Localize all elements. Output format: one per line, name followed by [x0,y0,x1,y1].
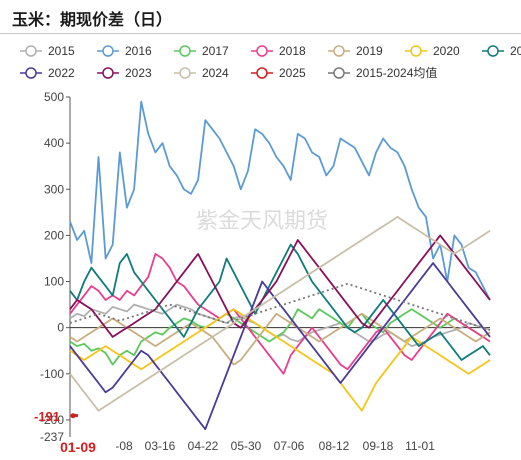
legend-item-2025[interactable]: 2025 [251,66,306,80]
legend-label-2025: 2025 [279,66,306,80]
legend-item-2015[interactable]: 2015 [20,44,75,58]
legend-item-2022[interactable]: 2022 [20,66,75,80]
legend-label-2018: 2018 [279,44,306,58]
legend-item-2017[interactable]: 2017 [174,44,229,58]
legend-swatch-marker [256,67,268,79]
title-divider [0,33,521,34]
legend-label-2024: 2024 [202,66,229,80]
plot-area [69,100,491,431]
chart-title: 玉米：期现价差（日） [12,10,173,29]
legend-swatch-marker [25,45,37,57]
y-tick-label-0: 0 [57,321,64,335]
legend-item-2015-2024[interactable]: 2015-2024均值 [328,65,437,80]
series-line-2016 [69,100,491,301]
series-line-2015 [69,303,491,347]
x-tick-label-07-06: 07-06 [274,439,305,453]
legend-swatch-marker [410,45,422,57]
series-line-2019 [69,312,491,366]
latest-value-marker [70,413,76,419]
x-axis: 01-09 -08 03-16 04-22 05-30 07-06 08-12 09-18 11… [60,439,435,455]
legend-swatch-marker [179,67,191,79]
legend: 2015 2016 2017 2018 2019 2020 2021 2022 2023 2024… [20,44,521,80]
x-tick-label-03-16: 03-16 [145,439,176,453]
legend-item-2021[interactable]: 2021 [482,44,521,58]
x-tick-label-08: -08 [115,439,133,453]
x-tick-label-11-01: 11-01 [405,439,435,453]
series-line-2017 [69,308,491,366]
y-min-label: -237 [40,430,64,444]
x-tick-label-05-30: 05-30 [231,439,262,453]
legend-label-2020: 2020 [433,44,460,58]
legend-label-2015: 2015 [48,44,75,58]
legend-label-2017: 2017 [202,44,229,58]
legend-label-2015-2024: 2015-2024均值 [356,65,437,80]
legend-swatch-marker [256,45,268,57]
latest-value-label: -191 [34,409,60,424]
y-tick-label-100: -100 [40,367,64,381]
legend-swatch-marker [333,67,345,79]
series-line-2022 [69,262,491,431]
legend-label-2016: 2016 [125,44,152,58]
legend-swatch-marker [102,67,114,79]
axes: 500 400 300 200 100 0 -100 -200 -237 [40,90,490,444]
legend-item-2024[interactable]: 2024 [174,66,229,80]
series-line-2018 [69,253,491,375]
y-tick-label-400: 400 [44,136,64,150]
x-tick-label-01-09: 01-09 [60,439,96,455]
x-tick-label-04-22: 04-22 [188,439,219,453]
legend-item-2019[interactable]: 2019 [328,44,383,58]
x-tick-label-09-18: 09-18 [363,439,394,453]
legend-label-2019: 2019 [356,44,383,58]
series-line-2021 [69,243,491,361]
legend-label-2021: 2021 [510,44,521,58]
legend-swatch-marker [25,67,37,79]
y-tick-label-200: -200 [40,413,64,427]
series-line-2024 [69,216,491,412]
legend-item-2016[interactable]: 2016 [97,44,152,58]
watermark: 紫金天风期货 [196,209,328,234]
y-tick-label-200: 200 [44,228,64,242]
legend-item-2020[interactable]: 2020 [405,44,460,58]
series-line-2015-2024 [69,282,491,331]
annotation: -191 [34,409,76,424]
legend-swatch-marker [102,45,114,57]
y-tick-label-500: 500 [44,90,64,104]
legend-swatch-marker [333,45,345,57]
legend-swatch-marker [179,45,191,57]
y-tick-label-100: 100 [44,275,64,289]
legend-item-2018[interactable]: 2018 [251,44,306,58]
series-line-2020 [69,308,491,412]
legend-swatch-marker [487,45,499,57]
y-tick-label-300: 300 [44,182,64,196]
legend-label-2023: 2023 [125,66,152,80]
legend-item-2023[interactable]: 2023 [97,66,152,80]
series-line-2023 [69,234,491,338]
legend-label-2022: 2022 [48,66,75,80]
x-tick-label-08-12: 08-12 [319,439,350,453]
